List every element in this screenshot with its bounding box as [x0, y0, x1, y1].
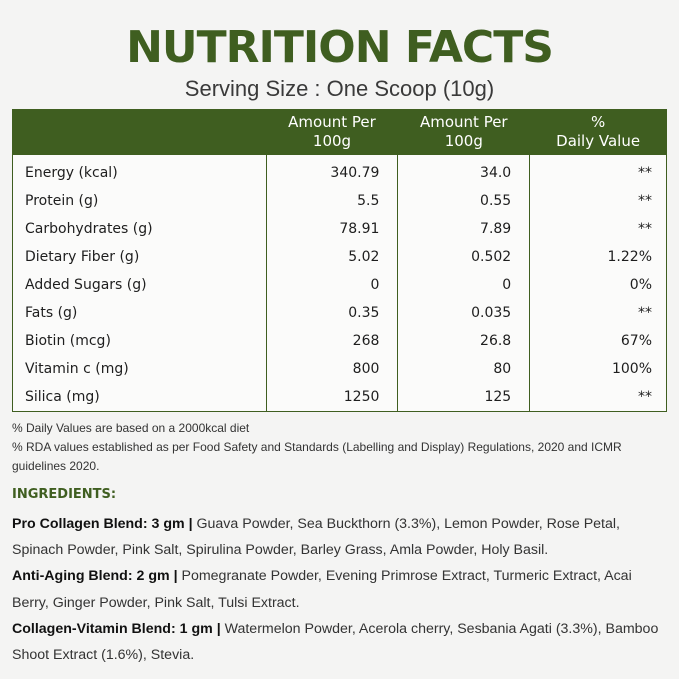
table-row: Biotin (mcg) 268 26.8 67% — [12, 327, 667, 355]
blend-collagen-vitamin: Collagen-Vitamin Blend: 1 gm | Watermelo… — [12, 616, 672, 668]
nutrient-name: Protein (g) — [12, 187, 267, 215]
daily-value: 0% — [529, 271, 667, 299]
amount-per-100g: 0 — [265, 271, 399, 299]
nutrient-name: Biotin (mcg) — [12, 327, 267, 355]
blend-pro-collagen: Pro Collagen Blend: 3 gm | Guava Powder,… — [12, 511, 672, 563]
ingredients-list: Pro Collagen Blend: 3 gm | Guava Powder,… — [12, 511, 672, 668]
amount-per-100g: 1250 — [265, 383, 399, 412]
daily-value: ** — [529, 299, 667, 327]
serving-size: Serving Size : One Scoop (10g) — [184, 76, 495, 101]
amount-per-serving: 0 — [397, 271, 531, 299]
amount-per-100g: 5.02 — [265, 243, 399, 271]
blend-name: Pro Collagen Blend: 3 gm | — [12, 516, 193, 532]
table-row: Silica (mg) 1250 125 ** — [12, 383, 667, 412]
table-row: Protein (g) 5.5 0.55 ** — [12, 187, 667, 215]
nutrient-name: Added Sugars (g) — [12, 271, 267, 299]
header-daily-value: % Daily Value — [529, 109, 667, 155]
amount-per-serving: 7.89 — [397, 215, 531, 243]
amount-per-100g: 340.79 — [265, 154, 399, 187]
nutrient-name: Dietary Fiber (g) — [12, 243, 267, 271]
nutrient-name: Energy (kcal) — [12, 154, 267, 187]
amount-per-100g: 800 — [265, 355, 399, 383]
table-row: Added Sugars (g) 0 0 0% — [12, 271, 667, 299]
header-amount-per-serving: Amount Per 100g — [397, 109, 531, 155]
table-row: Dietary Fiber (g) 5.02 0.502 1.22% — [12, 243, 667, 271]
nutrition-table: Amount Per 100g Amount Per 100g % Daily … — [12, 109, 667, 412]
footnote-daily-values: % Daily Values are based on a 2000kcal d… — [12, 421, 250, 435]
blend-items: Guava Powder, Sea Buckthorn (3.3%), Lemo… — [12, 516, 620, 559]
header-nutrient — [12, 109, 267, 155]
header-amount-per-serving-label: Amount Per 100g — [419, 113, 508, 150]
daily-value: ** — [529, 187, 667, 215]
daily-value: ** — [529, 215, 667, 243]
header-amount-per-100g-label: Amount Per 100g — [288, 113, 376, 150]
daily-value: 1.22% — [529, 243, 667, 271]
amount-per-serving: 26.8 — [397, 327, 531, 355]
amount-per-100g: 0.35 — [265, 299, 399, 327]
amount-per-100g: 78.91 — [265, 215, 399, 243]
daily-value: 67% — [529, 327, 667, 355]
blend-items: Watermelon Powder, Acerola cherry, Sesba… — [12, 620, 659, 664]
nutrient-name: Carbohydrates (g) — [12, 215, 267, 243]
blend-name: Collagen-Vitamin Blend: 1 gm | — [12, 620, 221, 637]
amount-per-serving: 0.55 — [397, 187, 531, 215]
table-row: Carbohydrates (g) 78.91 7.89 ** — [12, 215, 667, 243]
amount-per-serving: 0.035 — [397, 299, 531, 327]
daily-value: 100% — [529, 355, 667, 383]
nutrient-name: Vitamin c (mg) — [12, 355, 267, 383]
header-daily-value-label: % Daily Value — [556, 113, 641, 150]
nutrient-name: Silica (mg) — [12, 383, 267, 412]
table-row: Fats (g) 0.35 0.035 ** — [12, 299, 667, 327]
daily-value: ** — [529, 154, 667, 187]
footnotes: % Daily Values are based on a 2000kcal d… — [12, 419, 667, 476]
amount-per-serving: 80 — [397, 355, 531, 383]
amount-per-serving: 34.0 — [397, 154, 531, 187]
header-amount-per-100g: Amount Per 100g — [265, 109, 399, 155]
page-title: NUTRITION FACTS — [126, 22, 554, 73]
amount-per-serving: 125 — [397, 383, 531, 412]
table-row: Energy (kcal) 340.79 34.0 ** — [12, 154, 667, 187]
amount-per-100g: 5.5 — [265, 187, 399, 215]
amount-per-100g: 268 — [265, 327, 399, 355]
blend-name: Anti-Aging Blend: 2 gm | — [12, 568, 178, 585]
ingredients-heading: INGREDIENTS: — [12, 487, 117, 502]
table-row: Vitamin c (mg) 800 80 100% — [12, 355, 667, 383]
blend-anti-aging: Anti-Aging Blend: 2 gm | Pomegranate Pow… — [12, 563, 672, 615]
footnote-rda: % RDA values established as per Food Saf… — [12, 440, 622, 473]
amount-per-serving: 0.502 — [397, 243, 531, 271]
blend-items: Pomegranate Powder, Evening Primrose Ext… — [12, 568, 632, 611]
nutrient-name: Fats (g) — [12, 299, 267, 327]
table-header-row: Amount Per 100g Amount Per 100g % Daily … — [12, 109, 667, 155]
daily-value: ** — [529, 383, 667, 412]
